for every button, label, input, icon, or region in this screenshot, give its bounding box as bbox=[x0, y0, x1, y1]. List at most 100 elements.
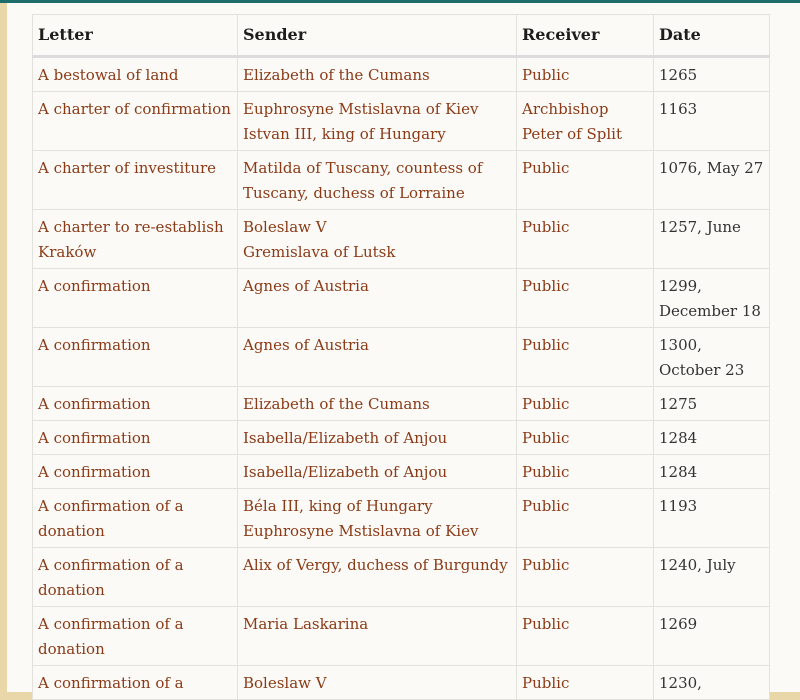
column-header-receiver[interactable]: Receiver bbox=[516, 14, 654, 58]
letter-link[interactable]: A confirmation bbox=[38, 277, 151, 295]
letter-link[interactable]: A confirmation of a donation bbox=[38, 615, 184, 658]
date-cell: 1076, May 27 bbox=[653, 150, 770, 210]
letter-link[interactable]: A confirmation bbox=[38, 463, 151, 481]
sender-link[interactable]: Maria Laskarina bbox=[243, 615, 369, 633]
column-header-date[interactable]: Date bbox=[653, 14, 770, 58]
receiver-cell: Public bbox=[516, 56, 654, 92]
sender-cell: Béla III, king of Hungary Euphrosyne Msti… bbox=[237, 488, 517, 548]
table-row: A confirmation of a donation Alix of Ver… bbox=[32, 547, 770, 607]
receiver-cell: Public bbox=[516, 327, 654, 387]
letter-cell: A confirmation bbox=[32, 420, 238, 455]
date-cell: 1299, December 18 bbox=[653, 268, 770, 328]
sender-link[interactable]: Boleslaw V bbox=[243, 674, 327, 692]
receiver-cell: Public bbox=[516, 150, 654, 210]
sender-cell: Alix of Vergy, duchess of Burgundy bbox=[237, 547, 517, 607]
letter-link[interactable]: A confirmation of a bbox=[38, 674, 184, 692]
table-row: A confirmation Isabella/Elizabeth of Anj… bbox=[32, 454, 770, 489]
column-header-letter[interactable]: Letter bbox=[32, 14, 238, 58]
letter-cell: A confirmation of a bbox=[32, 665, 238, 700]
sender-cell: Boleslaw V Gremislava of Lutsk bbox=[237, 209, 517, 269]
sender-cell: Boleslaw V bbox=[237, 665, 517, 700]
sender-link[interactable]: Istvan III, king of Hungary bbox=[243, 125, 446, 143]
receiver-cell: Public bbox=[516, 209, 654, 269]
letter-cell: A confirmation bbox=[32, 327, 238, 387]
receiver-link[interactable]: Public bbox=[522, 556, 570, 574]
receiver-link[interactable]: Public bbox=[522, 395, 570, 413]
letter-link[interactable]: A charter to re-establish Kraków bbox=[38, 218, 224, 261]
letter-cell: A charter to re-establish Kraków bbox=[32, 209, 238, 269]
receiver-cell: Public bbox=[516, 488, 654, 548]
sender-cell: Maria Laskarina bbox=[237, 606, 517, 666]
receiver-cell: Archbishop Peter of Split bbox=[516, 91, 654, 151]
letters-table: Letter Sender Receiver Date A bestowal o… bbox=[32, 14, 770, 700]
receiver-link[interactable]: Public bbox=[522, 429, 570, 447]
letter-cell: A confirmation bbox=[32, 454, 238, 489]
receiver-link[interactable]: Public bbox=[522, 615, 570, 633]
receiver-link[interactable]: Public bbox=[522, 463, 570, 481]
letter-cell: A confirmation of a donation bbox=[32, 606, 238, 666]
column-header-sender[interactable]: Sender bbox=[237, 14, 517, 58]
sender-link[interactable]: Isabella/Elizabeth of Anjou bbox=[243, 429, 448, 447]
table-row: A bestowal of land Elizabeth of the Cuma… bbox=[32, 56, 770, 92]
letter-link[interactable]: A confirmation bbox=[38, 336, 151, 354]
sender-link[interactable]: Alix of Vergy, duchess of Burgundy bbox=[243, 556, 508, 574]
table-row: A confirmation of a donation Maria Laska… bbox=[32, 606, 770, 666]
sender-link[interactable]: Euphrosyne Mstislavna of Kiev bbox=[243, 100, 479, 118]
sender-link[interactable]: Boleslaw V bbox=[243, 218, 327, 236]
letter-cell: A confirmation of a donation bbox=[32, 547, 238, 607]
date-cell: 1275 bbox=[653, 386, 770, 421]
sender-link[interactable]: Agnes of Austria bbox=[243, 336, 369, 354]
date-cell: 1257, June bbox=[653, 209, 770, 269]
receiver-cell: Public bbox=[516, 454, 654, 489]
sender-link[interactable]: Matilda of Tuscany, countess of Tuscany,… bbox=[243, 159, 483, 202]
letter-link[interactable]: A charter of confirmation bbox=[38, 100, 231, 118]
table-row: A confirmation of a donation Béla III, k… bbox=[32, 488, 770, 548]
sender-cell: Elizabeth of the Cumans bbox=[237, 386, 517, 421]
receiver-cell: Public bbox=[516, 420, 654, 455]
receiver-link[interactable]: Public bbox=[522, 277, 570, 295]
table-row: A confirmation of a Boleslaw V Public 12… bbox=[32, 665, 770, 700]
date-cell: 1230, bbox=[653, 665, 770, 700]
receiver-link[interactable]: Public bbox=[522, 159, 570, 177]
date-cell: 1265 bbox=[653, 56, 770, 92]
date-cell: 1300, October 23 bbox=[653, 327, 770, 387]
sender-link[interactable]: Euphrosyne Mstislavna of Kiev bbox=[243, 522, 479, 540]
page-content: Letter Sender Receiver Date A bestowal o… bbox=[7, 3, 800, 700]
letter-link[interactable]: A confirmation of a donation bbox=[38, 556, 184, 599]
receiver-cell: Public bbox=[516, 547, 654, 607]
date-cell: 1269 bbox=[653, 606, 770, 666]
sender-link[interactable]: Béla III, king of Hungary bbox=[243, 497, 433, 515]
sender-link[interactable]: Elizabeth of the Cumans bbox=[243, 66, 430, 84]
table-header-row: Letter Sender Receiver Date bbox=[32, 14, 770, 58]
date-cell: 1240, July bbox=[653, 547, 770, 607]
receiver-cell: Public bbox=[516, 606, 654, 666]
letter-link[interactable]: A confirmation of a donation bbox=[38, 497, 184, 540]
table-row: A charter of confirmation Euphrosyne Mst… bbox=[32, 91, 770, 151]
receiver-link[interactable]: Public bbox=[522, 218, 570, 236]
receiver-link[interactable]: Public bbox=[522, 674, 570, 692]
receiver-link[interactable]: Archbishop Peter of Split bbox=[522, 100, 622, 143]
table-row: A charter of investiture Matilda of Tusc… bbox=[32, 150, 770, 210]
date-cell: 1284 bbox=[653, 420, 770, 455]
sender-link[interactable]: Gremislava of Lutsk bbox=[243, 243, 396, 261]
sender-link[interactable]: Agnes of Austria bbox=[243, 277, 369, 295]
sender-cell: Matilda of Tuscany, countess of Tuscany,… bbox=[237, 150, 517, 210]
date-cell: 1193 bbox=[653, 488, 770, 548]
sender-cell: Isabella/Elizabeth of Anjou bbox=[237, 420, 517, 455]
letter-link[interactable]: A bestowal of land bbox=[38, 66, 179, 84]
letter-cell: A charter of investiture bbox=[32, 150, 238, 210]
letter-link[interactable]: A charter of investiture bbox=[38, 159, 217, 177]
receiver-link[interactable]: Public bbox=[522, 497, 570, 515]
sender-cell: Agnes of Austria bbox=[237, 327, 517, 387]
sender-link[interactable]: Isabella/Elizabeth of Anjou bbox=[243, 463, 448, 481]
letter-cell: A confirmation bbox=[32, 386, 238, 421]
letter-cell: A confirmation of a donation bbox=[32, 488, 238, 548]
receiver-cell: Public bbox=[516, 386, 654, 421]
letter-link[interactable]: A confirmation bbox=[38, 395, 151, 413]
receiver-link[interactable]: Public bbox=[522, 66, 570, 84]
date-cell: 1163 bbox=[653, 91, 770, 151]
sender-link[interactable]: Elizabeth of the Cumans bbox=[243, 395, 430, 413]
letter-link[interactable]: A confirmation bbox=[38, 429, 151, 447]
receiver-link[interactable]: Public bbox=[522, 336, 570, 354]
sender-cell: Euphrosyne Mstislavna of Kiev Istvan III,… bbox=[237, 91, 517, 151]
